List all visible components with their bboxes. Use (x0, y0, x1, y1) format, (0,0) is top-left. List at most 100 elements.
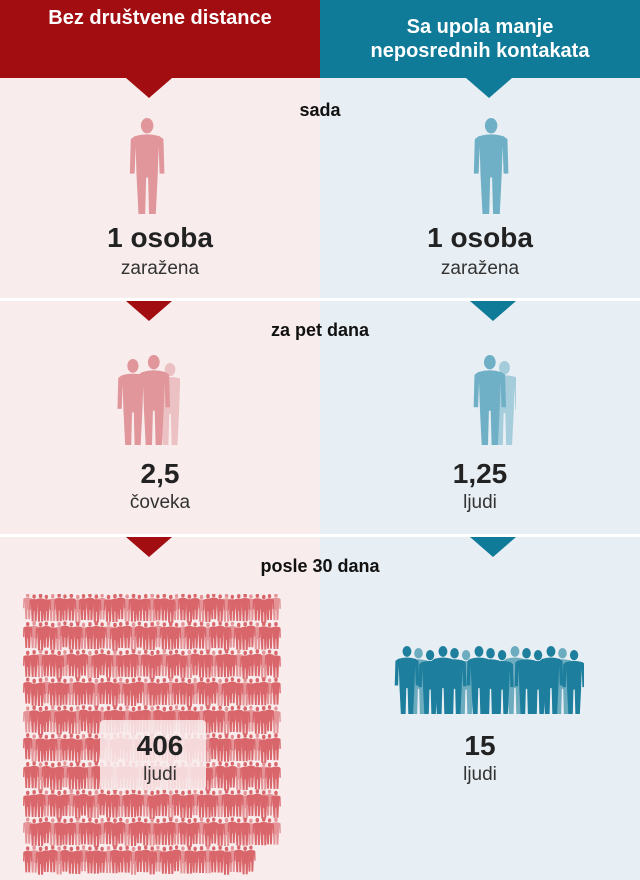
crowd-person-icon (35, 846, 46, 875)
crowd-person-icon (202, 594, 213, 622)
crowd-person-icon (35, 762, 46, 791)
header-left-arrow (126, 78, 172, 98)
person-icon (473, 118, 509, 214)
crowd-person-icon (23, 846, 33, 873)
partial-person-icon (489, 361, 516, 446)
header-no-distancing: Bez društvene distance (0, 0, 320, 78)
crowd-person-icon (54, 846, 65, 875)
right-five-days-value: 1,25 (452, 458, 508, 489)
left-now-value: 1 osoba (107, 222, 213, 253)
crowd-person-icon (184, 650, 195, 678)
right-now-caption: zaražena (440, 258, 520, 279)
crowd-person-icon (54, 706, 65, 735)
section-2-right-arrow (470, 301, 516, 321)
crowd-person-icon (221, 762, 232, 791)
people-icons-left-five-days (117, 355, 180, 445)
crowd-person-icon (128, 818, 139, 846)
left-five-days-value: 2,5 (140, 458, 180, 489)
crowd-person-icon (35, 678, 46, 706)
crowd-person-icon (184, 818, 195, 847)
section-label-now: sada (299, 100, 341, 120)
crowd-person-icon (109, 622, 120, 651)
crowd-person-icon (221, 706, 232, 735)
crowd-person-icon (23, 594, 33, 620)
crowd-person-icon (91, 734, 102, 763)
crowd-person-icon (23, 622, 33, 648)
crowd-person-icon (72, 790, 83, 819)
header-half-contacts: Sa upola manje neposrednih kontakata (320, 0, 640, 78)
crowd-person-icon (562, 650, 584, 715)
crowd-person-icon (165, 594, 176, 623)
crowd-person-icon (271, 677, 281, 705)
crowd-person-icon (165, 790, 176, 819)
section-2-left-arrow (126, 301, 172, 321)
left-thirty-days-caption: ljudi (143, 764, 177, 785)
right-five-days-caption: ljudi (463, 492, 497, 513)
crowd-person-icon (258, 790, 269, 819)
crowd-person-icon (147, 650, 158, 679)
crowd-person-icon (221, 818, 232, 846)
crowd-icons-right-thirty-days (394, 646, 584, 715)
crowd-person-icon (258, 594, 269, 623)
left-now-caption: zaražena (120, 258, 200, 279)
right-thirty-days-value: 15 (464, 730, 496, 761)
section-3-right-arrow (470, 537, 516, 557)
crowd-person-icon (246, 845, 256, 872)
crowd-person-icon (240, 790, 251, 819)
crowd-person-icon (202, 622, 213, 651)
crowd-person-icon (23, 650, 33, 677)
crowd-person-icon (202, 818, 213, 847)
crowd-person-icon (91, 594, 102, 623)
people-icons-right-five-days (473, 355, 516, 446)
crowd-person-icon (240, 650, 251, 679)
partial-person-icon (155, 363, 180, 445)
crowd-person-icon (91, 678, 102, 707)
header-right-arrow (466, 78, 512, 98)
crowd-person-icon (271, 733, 281, 761)
crowd-person-icon (128, 678, 139, 706)
crowd-person-icon (258, 650, 269, 679)
crowd-person-icon (165, 846, 176, 874)
crowd-person-icon (91, 650, 102, 678)
section-divider-2 (0, 534, 640, 537)
crowd-person-icon (240, 706, 251, 735)
crowd-person-icon (271, 762, 281, 789)
crowd-person-icon (240, 846, 251, 875)
left-thirty-days-value: 406 (136, 730, 184, 761)
crowd-person-icon (128, 622, 139, 651)
crowd-person-icon (202, 678, 213, 707)
crowd-person-icon (184, 790, 195, 818)
crowd-person-icon (91, 790, 102, 818)
right-thirty-days-caption: ljudi (463, 764, 497, 785)
crowd-person-icon (271, 790, 281, 818)
left-five-days-caption: čoveka (129, 492, 191, 513)
crowd-person-icon (221, 678, 232, 706)
section-label-five-days: za pet dana (270, 320, 370, 340)
crowd-person-icon (271, 706, 281, 734)
crowd-person-icon (35, 622, 46, 651)
crowd-person-icon (54, 790, 65, 819)
person-icon-left-now (129, 118, 165, 214)
header-left-title: Bez društvene distance (48, 7, 272, 29)
crowd-person-icon (221, 846, 232, 875)
crowd-person-icon (165, 650, 176, 679)
crowd-person-icon (271, 817, 281, 845)
section-divider-1 (0, 298, 640, 301)
crowd-person-icon (271, 650, 281, 678)
right-now-value: 1 osoba (427, 222, 533, 253)
crowd-person-icon (184, 678, 195, 707)
crowd-person-icon (72, 846, 83, 874)
crowd-person-icon (91, 818, 102, 847)
section-label-thirty-days: posle 30 dana (260, 556, 380, 576)
crowd-person-icon (54, 622, 65, 650)
crowd-person-icon (35, 706, 46, 735)
crowd-person-icon (240, 762, 251, 790)
crowd-person-icon (72, 734, 83, 763)
crowd-person-icon (23, 817, 33, 844)
crowd-person-icon (221, 622, 232, 651)
crowd-person-icon (72, 650, 83, 679)
section-3-left-arrow (126, 537, 172, 557)
crowd-person-icon (109, 818, 120, 847)
crowd-person-icon (147, 846, 158, 875)
crowd-person-icon (72, 706, 83, 734)
